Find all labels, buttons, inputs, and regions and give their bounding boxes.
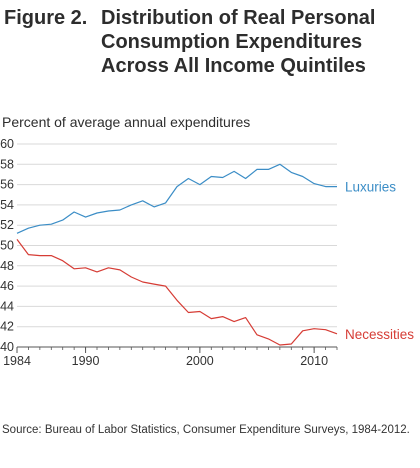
y-tick-label: 40 [0,340,14,354]
series-lines [16,163,338,346]
x-tick-label: 2010 [300,354,328,368]
source-note: Source: Bureau of Labor Statistics, Cons… [2,424,410,436]
y-axis-ticks: 40 42 44 46 48 50 52 54 56 58 60 [0,137,14,354]
x-tick-label: 1990 [72,354,100,368]
y-tick-label: 60 [0,137,14,151]
y-tick-label: 52 [0,218,14,232]
y-tick-label: 56 [0,178,14,192]
necessities-label: Necessities [345,327,414,342]
luxuries-label: Luxuries [345,180,396,195]
y-tick-label: 58 [0,157,14,171]
luxuries-line [16,163,337,234]
x-tick-label: 1984 [3,354,31,368]
series-labels: Luxuries Necessities [345,180,414,342]
grid-lines [17,143,337,348]
figure-title-text: Distribution of Real Personal Consumptio… [101,7,376,77]
y-tick-label: 46 [0,279,14,293]
x-tick-label: 2000 [186,354,214,368]
y-tick-label: 42 [0,320,14,334]
y-tick-label: 50 [0,239,14,253]
x-axis: 1984 1990 2000 2010 [3,346,338,368]
y-axis-label: Percent of average annual expenditures [2,114,251,130]
figure-number: Figure 2. [4,7,88,29]
y-tick-label: 44 [0,299,14,313]
necessities-line [16,239,338,346]
y-tick-label: 54 [0,198,14,212]
y-tick-label: 48 [0,259,14,273]
